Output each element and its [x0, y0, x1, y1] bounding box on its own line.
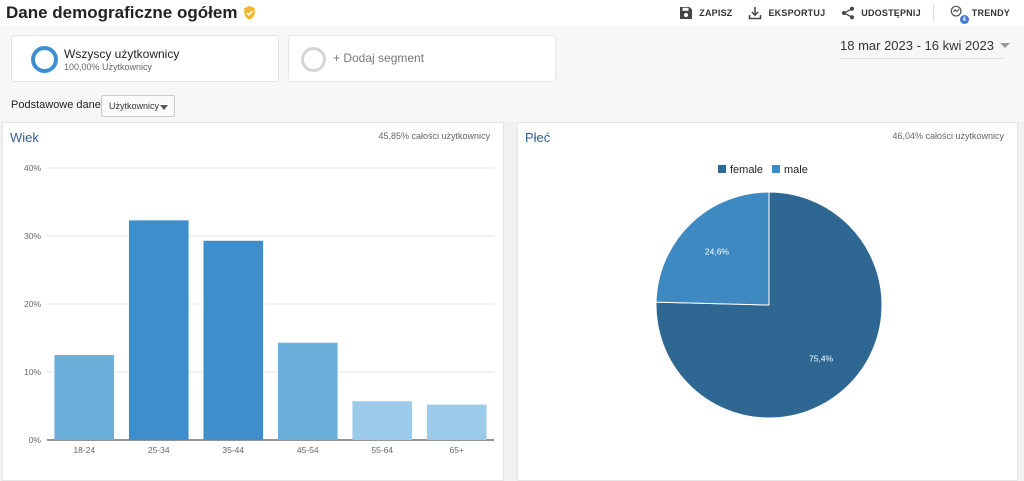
y-tick-label: 0% [29, 435, 42, 445]
x-tick-label: 55-64 [371, 445, 393, 455]
page-title-text: Dane demograficzne ogółem [6, 3, 238, 22]
bar-25-34 [128, 220, 189, 440]
legend-swatch-male [772, 165, 780, 173]
bar-55-64 [352, 401, 413, 440]
age-panel-title[interactable]: Wiek [10, 130, 39, 145]
bar-45-54 [277, 342, 338, 440]
y-tick-label: 10% [24, 367, 41, 377]
primary-data-row: Podstawowe dane: Użytkownicy [0, 90, 1024, 122]
add-segment-button[interactable]: + Dodaj segment [288, 35, 556, 82]
add-segment-label: + Dodaj segment [333, 51, 425, 65]
save-label: ZAPISZ [699, 8, 733, 18]
legend-label-male: male [784, 164, 808, 176]
y-tick-label: 30% [24, 231, 41, 241]
segment-row: Wszyscy użytkownicy 100,00% Użytkownicy … [0, 26, 1024, 90]
pie-value-label: 75,4% [809, 353, 834, 363]
primary-data-select[interactable]: Użytkownicy [101, 95, 175, 117]
age-panel: Wiek 45,85% całości użytkownicy 0% 10% 20%… [2, 122, 504, 481]
pie-value-label: 24,6% [705, 247, 730, 257]
top-bar: Dane demograficzne ogółem ZAPISZ EKSPORT… [0, 0, 1024, 26]
x-tick-label: 18-24 [73, 445, 95, 455]
bar-18-24 [54, 355, 115, 440]
y-tick-label: 40% [24, 163, 41, 173]
gender-panel-note: 46,04% całości użytkownicy [892, 131, 1004, 141]
verified-shield-icon [244, 6, 256, 20]
x-tick-label: 45-54 [297, 445, 319, 455]
trends-icon-wrap: 4 [950, 5, 969, 24]
date-range-text: 18 mar 2023 - 16 kwi 2023 [840, 38, 994, 53]
empty-segment-ring-icon [301, 47, 326, 72]
primary-data-label: Podstawowe dane: [11, 99, 104, 111]
y-tick-label: 20% [24, 299, 41, 309]
share-label: UDOSTĘPNIJ [861, 8, 921, 18]
share-icon [842, 6, 855, 20]
actions-divider [932, 4, 934, 22]
save-button[interactable]: ZAPISZ [679, 6, 732, 20]
gender-panel: Płeć 46,04% całości użytkownicy female ma… [517, 122, 1018, 481]
export-label: EKSPORTUJ [768, 8, 826, 18]
trends-badge: 4 [959, 15, 969, 24]
download-icon [749, 7, 762, 20]
x-tick-label: 25-34 [148, 445, 170, 455]
age-bar-chart: 0% 10% 20% 30% 40% 18-24 25-34 35-44 45-54 55-64 6… [24, 163, 494, 455]
chevron-down-icon [999, 43, 1010, 48]
page-title: Dane demograficzne ogółem [6, 3, 256, 23]
primary-data-value: Użytkownicy [109, 101, 160, 111]
legend-label-female: female [730, 164, 763, 176]
legend-swatch-female [718, 165, 726, 173]
share-button[interactable]: UDOSTĘPNIJ [841, 6, 921, 20]
segment-name: Wszyscy użytkownicy [64, 47, 180, 61]
bar-65+ [426, 404, 487, 440]
trends-icon [950, 5, 962, 17]
save-icon [680, 7, 693, 19]
age-panel-note: 45,85% całości użytkownicy [378, 131, 490, 141]
bar-35-44 [203, 240, 264, 440]
trends-label: TRENDY [971, 8, 1010, 18]
export-button[interactable]: EKSPORTUJ [748, 6, 825, 20]
segment-all-users[interactable]: Wszyscy użytkownicy 100,00% Użytkownicy [11, 35, 279, 82]
segment-ring-icon [31, 46, 58, 73]
dropdown-caret-icon [160, 105, 168, 110]
segment-subtitle: 100,00% Użytkownicy [64, 62, 153, 72]
pie-slice-male [655, 191, 770, 306]
trends-button[interactable]: 4 TRENDY [950, 5, 1010, 24]
gender-pie-chart: female male 75,4% 24,6% [655, 164, 883, 419]
x-tick-label: 35-44 [222, 445, 244, 455]
header-actions: ZAPISZ EKSPORTUJ UDOSTĘPNIJ [663, 4, 1010, 24]
gender-panel-title[interactable]: Płeć [525, 130, 551, 145]
date-range-picker[interactable]: 18 mar 2023 - 16 kwi 2023 [840, 38, 1010, 59]
x-tick-label: 65+ [450, 445, 464, 455]
